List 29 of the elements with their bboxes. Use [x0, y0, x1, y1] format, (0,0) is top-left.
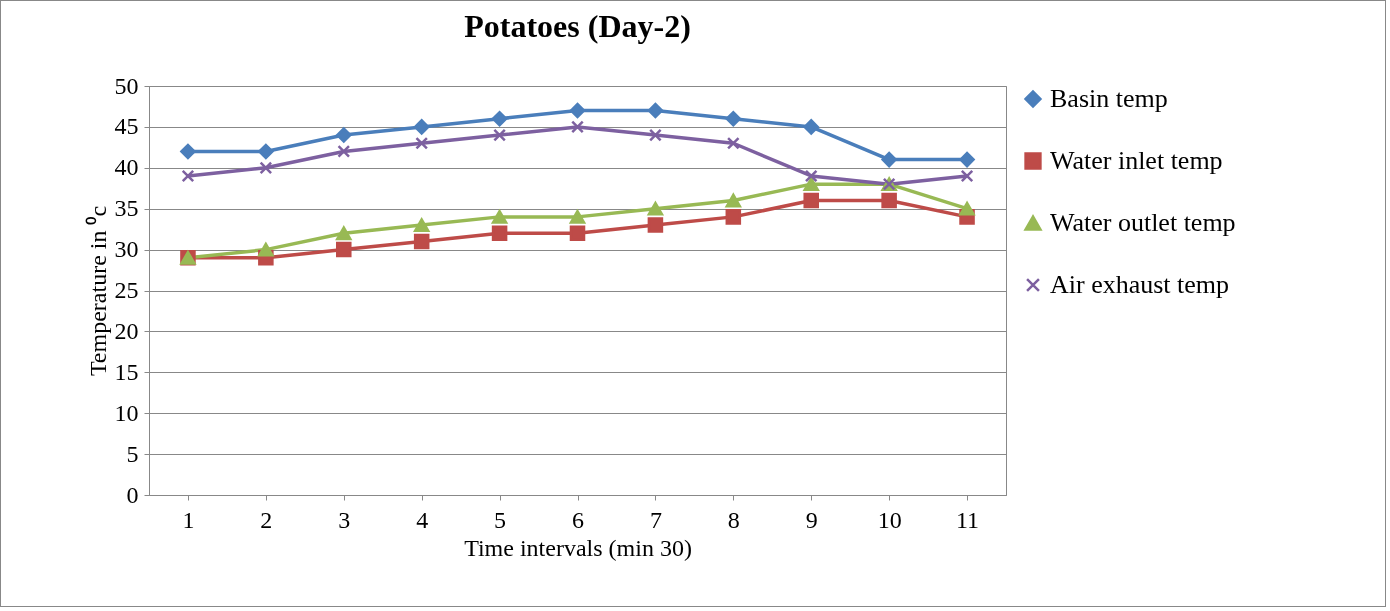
- y-axis-title: Temperature in ⁰c: [84, 205, 111, 377]
- y-tick-label: 45: [114, 113, 139, 140]
- x-tick-label: 7: [649, 506, 662, 533]
- y-tick-label: 10: [114, 399, 139, 426]
- y-tick-label: 50: [114, 72, 139, 99]
- legend-label: Air exhaust temp: [1050, 270, 1230, 299]
- x-tick-label: 1: [182, 506, 195, 533]
- x-axis-title: Time intervals (min 30): [464, 534, 692, 561]
- x-tick-label: 3: [338, 506, 351, 533]
- x-tick-label: 4: [416, 506, 429, 533]
- chart-title: Potatoes (Day-2): [464, 8, 691, 44]
- legend-label: Water inlet temp: [1050, 146, 1223, 175]
- y-tick-label: 25: [114, 277, 139, 303]
- y-tick-label: 0: [126, 481, 139, 508]
- y-tick-label: 5: [126, 440, 139, 467]
- legend-label: Water outlet temp: [1050, 208, 1236, 237]
- x-tick-label: 11: [955, 506, 980, 533]
- y-tick-label: 15: [114, 358, 139, 385]
- x-tick-label: 5: [494, 506, 507, 533]
- y-tick-label: 35: [114, 195, 139, 222]
- x-tick-label: 2: [260, 506, 273, 533]
- x-tick-label: 9: [805, 506, 818, 533]
- x-tick-label: 8: [727, 506, 740, 533]
- y-tick-label: 20: [114, 317, 139, 344]
- x-tick-label: 10: [877, 506, 902, 533]
- y-tick-label: 40: [114, 154, 139, 181]
- x-tick-label: 6: [572, 506, 584, 533]
- legend-label: Basin temp: [1050, 84, 1168, 113]
- y-tick-label: 30: [114, 236, 139, 263]
